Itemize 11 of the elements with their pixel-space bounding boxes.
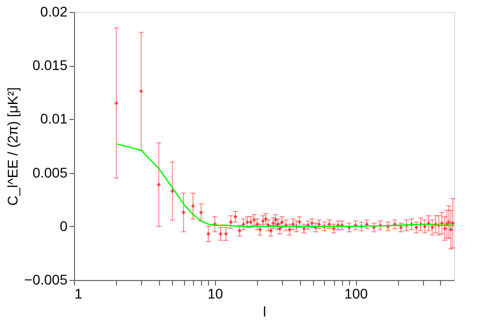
y-tick-label: 0 <box>60 218 68 234</box>
y-tick-label: 0.005 <box>32 164 68 180</box>
x-tick-label: 1 <box>74 286 82 302</box>
x-axis-title: l <box>262 304 266 320</box>
y-axis-title: C_l^EE / (2π) [μK²] <box>4 87 20 206</box>
y-tick-label: 0.01 <box>40 110 68 127</box>
y-tick-label: 0.02 <box>40 4 68 20</box>
y-tick-label: −0.005 <box>24 272 68 288</box>
y-tick-label: 0.015 <box>32 57 68 74</box>
x-tick-label: 10 <box>208 286 224 302</box>
x-tick-label: 100 <box>344 286 368 302</box>
